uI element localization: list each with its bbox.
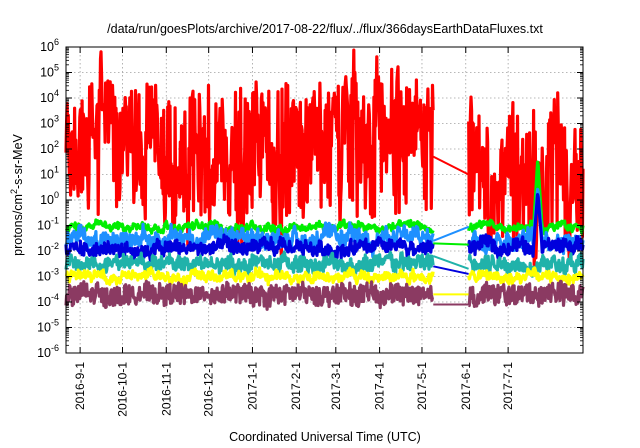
- gap-connector-line: [432, 155, 470, 176]
- y-axis-label-rest: -s-sr-MeV: [11, 133, 25, 189]
- y-tick-label-base: 10: [40, 40, 54, 54]
- x-tick-label: 2016-9-1: [73, 362, 87, 410]
- y-tick-label-exp: 6: [54, 37, 59, 47]
- x-tick-label: 2016-11-1: [159, 362, 173, 416]
- y-tick-label: 103: [40, 114, 59, 131]
- y-tick-label-base: 10: [37, 346, 51, 360]
- y-tick-label-exp: -2: [51, 241, 59, 251]
- x-tick-label: 2017-2-1: [289, 362, 303, 410]
- x-axis: 2016-9-1 2016-10-1 2016-11-1 2016-12-1 2017-…: [73, 47, 515, 417]
- y-tick-label-exp: -4: [51, 292, 59, 302]
- y-tick-label-base: 10: [40, 168, 54, 182]
- y-tick-label-base: 10: [37, 321, 51, 335]
- x-tick-label: 2017-3-1: [329, 362, 343, 410]
- x-tick-label: 2016-12-1: [202, 362, 216, 417]
- y-tick-label: 104: [40, 88, 59, 105]
- y-tick-label-base: 10: [40, 91, 54, 105]
- y-tick-label: 10-1: [37, 216, 59, 233]
- y-axis-label-sup: 2: [9, 189, 19, 194]
- y-tick-label-base: 10: [40, 193, 54, 207]
- x-tick-label: 2017-6-1: [459, 362, 473, 410]
- y-tick-label-base: 10: [37, 295, 51, 309]
- series-line: [64, 160, 585, 237]
- y-tick-label: 101: [40, 165, 59, 182]
- y-tick-label-exp: 2: [54, 139, 59, 149]
- y-tick-label-exp: -6: [51, 343, 59, 353]
- y-tick-label-base: 10: [37, 244, 51, 258]
- x-axis-label: Coordinated Universal Time (UTC): [229, 430, 421, 444]
- series-line: [64, 48, 585, 273]
- x-tick-label: 2017-1-1: [245, 362, 259, 410]
- y-tick-label: 10-5: [37, 318, 59, 335]
- y-tick-label-base: 10: [37, 270, 51, 284]
- y-tick-label: 10-3: [37, 267, 59, 284]
- gap-connector-line: [433, 242, 469, 246]
- x-tick-label: 2016-10-1: [116, 362, 130, 417]
- gap-connector-line: [432, 255, 469, 270]
- y-tick-label-exp: 3: [54, 114, 59, 124]
- y-tick-label-exp: -3: [51, 267, 59, 277]
- x-tick-label: 2017-4-1: [373, 362, 387, 410]
- series-line: [64, 279, 585, 311]
- y-axis: 10-610-510-410-310-210-11001011021031041…: [37, 37, 583, 360]
- y-axis-label-base: protons/cm: [11, 194, 25, 256]
- gap-connector-line: [433, 265, 469, 275]
- y-tick-label-exp: -1: [51, 216, 59, 226]
- y-tick-label: 100: [40, 190, 59, 207]
- series-line: [65, 266, 585, 288]
- y-tick-label: 106: [40, 37, 59, 54]
- y-tick-label: 10-6: [37, 343, 59, 360]
- gap-connector-line: [432, 225, 469, 242]
- y-tick-label-base: 10: [37, 219, 51, 233]
- y-tick-label-exp: 1: [54, 165, 59, 175]
- y-tick-label: 102: [40, 139, 59, 156]
- x-tick-label: 2017-5-1: [415, 362, 429, 410]
- x-tick-label: 2017-7-1: [501, 362, 515, 410]
- y-tick-label-base: 10: [40, 66, 54, 80]
- y-tick-label-exp: 5: [54, 63, 59, 73]
- y-tick-label-base: 10: [40, 142, 54, 156]
- y-axis-label: protons/cm2-s-sr-MeV: [9, 133, 25, 255]
- y-tick-label-exp: -5: [51, 318, 59, 328]
- y-tick-label-exp: 4: [54, 88, 59, 98]
- y-tick-label: 105: [40, 63, 59, 80]
- y-tick-label-base: 10: [40, 117, 54, 131]
- y-tick-label: 10-4: [37, 292, 59, 309]
- y-tick-label: 10-2: [37, 241, 59, 258]
- y-tick-label-exp: 0: [54, 190, 59, 200]
- series-group: [64, 48, 585, 311]
- chart-title: /data/run/goesPlots/archive/2017-08-22/f…: [107, 22, 543, 36]
- series-line: [64, 250, 585, 278]
- series-line: [64, 193, 585, 262]
